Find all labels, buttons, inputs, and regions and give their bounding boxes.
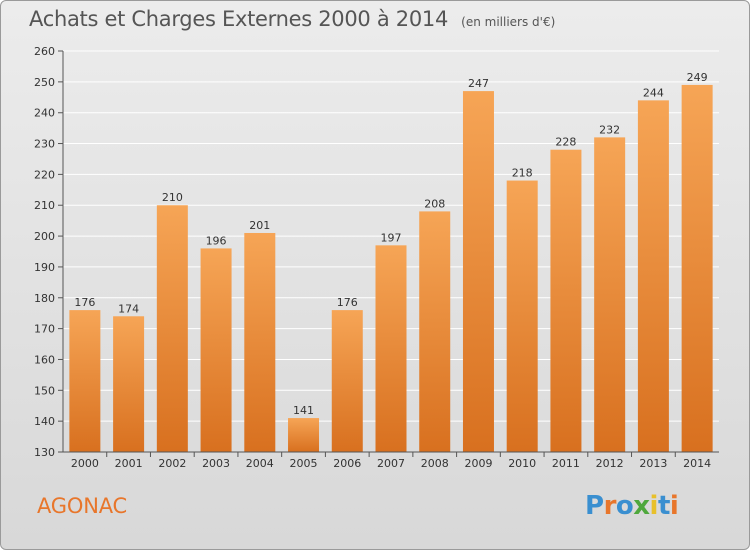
y-tick-label: 190 (34, 261, 55, 274)
y-tick-label: 220 (34, 168, 55, 181)
bar-value-label: 197 (381, 231, 402, 244)
bar (462, 91, 494, 452)
bar-value-label: 176 (337, 296, 358, 309)
x-tick-label: 2002 (158, 457, 186, 470)
x-tick-label: 2011 (552, 457, 580, 470)
logo-letter: x (633, 491, 650, 521)
x-tick-label: 2000 (71, 457, 99, 470)
x-tick-label: 2009 (464, 457, 492, 470)
bar-value-label: 228 (555, 136, 576, 149)
x-tick-label: 2006 (333, 457, 361, 470)
bar (69, 310, 101, 452)
logo-letter: t (657, 491, 670, 521)
value-labels: 176 174 210 196 201 141 176 197 208 247 218 228 232 2… (74, 71, 707, 417)
y-axis: 130 140 150 160 170 180 190 200 210 220 230 240 250 2… (34, 45, 64, 459)
bar (506, 180, 538, 453)
x-tick-label: 2008 (421, 457, 449, 470)
x-tick-label: 2012 (596, 457, 624, 470)
y-tick-label: 200 (34, 230, 55, 243)
place-name: AGONAC (37, 494, 127, 518)
bar-value-label: 218 (512, 167, 533, 180)
y-tick-label: 150 (34, 384, 55, 397)
y-tick-label: 140 (34, 415, 55, 428)
y-tick-label: 230 (34, 138, 55, 151)
y-tick-label: 170 (34, 323, 55, 336)
bar-value-label: 176 (74, 296, 95, 309)
bar (550, 149, 582, 452)
y-tick-label: 240 (34, 107, 55, 120)
bar-value-label: 141 (293, 404, 314, 417)
bar (156, 205, 188, 452)
logo-letter: i (669, 491, 679, 521)
logo-letter: i (649, 491, 659, 521)
bar (331, 310, 363, 452)
chart-title: Achats et Charges Externes 2000 à 2014 (29, 7, 449, 31)
x-tick-label: 2001 (115, 457, 143, 470)
y-tick-label: 180 (34, 292, 55, 305)
bar (200, 248, 232, 452)
x-tick-label: 2005 (290, 457, 318, 470)
bar (419, 211, 451, 452)
y-tick-label: 250 (34, 76, 55, 89)
bar-value-label: 210 (162, 191, 183, 204)
y-tick-label: 130 (34, 446, 55, 459)
logo-letter: o (615, 491, 634, 521)
bar-value-label: 174 (118, 302, 139, 315)
bar (681, 84, 713, 452)
bar (375, 245, 407, 452)
y-tick-label: 210 (34, 199, 55, 212)
x-axis: 2000 2001 2002 2003 2004 2005 2006 2007 2008 2009… (63, 451, 719, 470)
logo-letter: r (603, 491, 617, 521)
bar (288, 418, 320, 452)
x-tick-label: 2007 (377, 457, 405, 470)
y-tick-label: 160 (34, 353, 55, 366)
proxiti-logo: Proxiti (585, 491, 679, 521)
bar-value-label: 196 (206, 234, 227, 247)
bar-value-label: 244 (643, 86, 664, 99)
logo-letter: P (585, 491, 604, 521)
bar (637, 100, 669, 452)
bar-value-label: 247 (468, 77, 489, 90)
bar (594, 137, 626, 452)
bar-value-label: 232 (599, 123, 620, 136)
bar-value-label: 249 (687, 71, 708, 84)
x-tick-label: 2013 (639, 457, 667, 470)
bar (113, 316, 145, 452)
x-tick-label: 2004 (246, 457, 274, 470)
y-tick-label: 260 (34, 45, 55, 58)
bar (244, 232, 276, 452)
bar-value-label: 201 (249, 219, 270, 232)
chart-unit: (en milliers d'€) (461, 15, 556, 29)
bars (69, 84, 713, 453)
x-tick-label: 2014 (683, 457, 711, 470)
x-tick-label: 2003 (202, 457, 230, 470)
title-row: Achats et Charges Externes 2000 à 2014 (… (29, 7, 555, 31)
x-tick-label: 2010 (508, 457, 536, 470)
bar-value-label: 208 (424, 197, 445, 210)
